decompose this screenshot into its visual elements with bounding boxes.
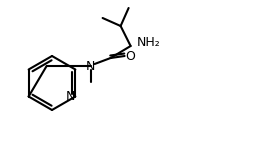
Text: N: N <box>86 59 95 73</box>
Text: N: N <box>66 90 75 103</box>
Text: O: O <box>126 49 136 63</box>
Text: NH₂: NH₂ <box>137 36 161 48</box>
